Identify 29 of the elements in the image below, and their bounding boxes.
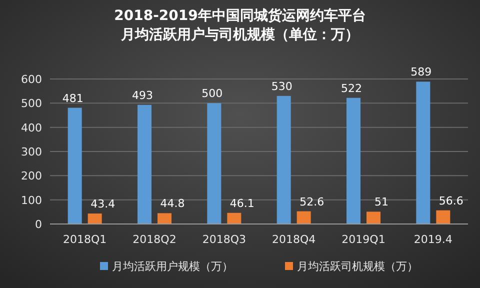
data-label: 44.8 (160, 197, 185, 210)
x-tick-label: 2018Q1 (63, 233, 107, 246)
data-label: 500 (202, 87, 223, 100)
y-tick-label: 100 (21, 194, 42, 207)
data-label: 43.4 (90, 198, 116, 211)
y-tick-label: 300 (21, 146, 42, 158)
y-tick-label: 600 (21, 73, 42, 86)
chart-title: 2018-2019年中国同城货运网约车平台 (114, 7, 366, 24)
data-label: 589 (410, 66, 432, 79)
chart-subtitle: 月均活跃用户与司机规模（单位：万） (120, 26, 359, 43)
data-label: 46.1 (230, 196, 254, 210)
legend-label: 月均活跃司机规模（万） (297, 260, 418, 273)
y-tick-label: 200 (21, 170, 42, 183)
data-label: 481 (62, 92, 84, 105)
data-label: 530 (271, 80, 292, 93)
data-label: 56.6 (438, 194, 464, 208)
y-tick-label: 500 (21, 97, 42, 110)
x-tick-label: 2018Q4 (272, 233, 316, 246)
data-label: 493 (132, 88, 153, 102)
y-tick-label: 400 (21, 121, 42, 134)
data-label: 522 (341, 82, 362, 95)
y-tick-label: 0 (35, 218, 42, 231)
x-tick-label: 2018Q3 (202, 233, 246, 246)
legend-label: 月均活跃用户规模（万） (112, 260, 233, 273)
data-label: 52.6 (300, 195, 324, 208)
x-tick-label: 2019.4 (414, 233, 452, 246)
x-tick-label: 2019Q1 (342, 233, 386, 246)
x-tick-label: 2018Q2 (132, 233, 176, 246)
data-label: 51 (374, 196, 388, 209)
